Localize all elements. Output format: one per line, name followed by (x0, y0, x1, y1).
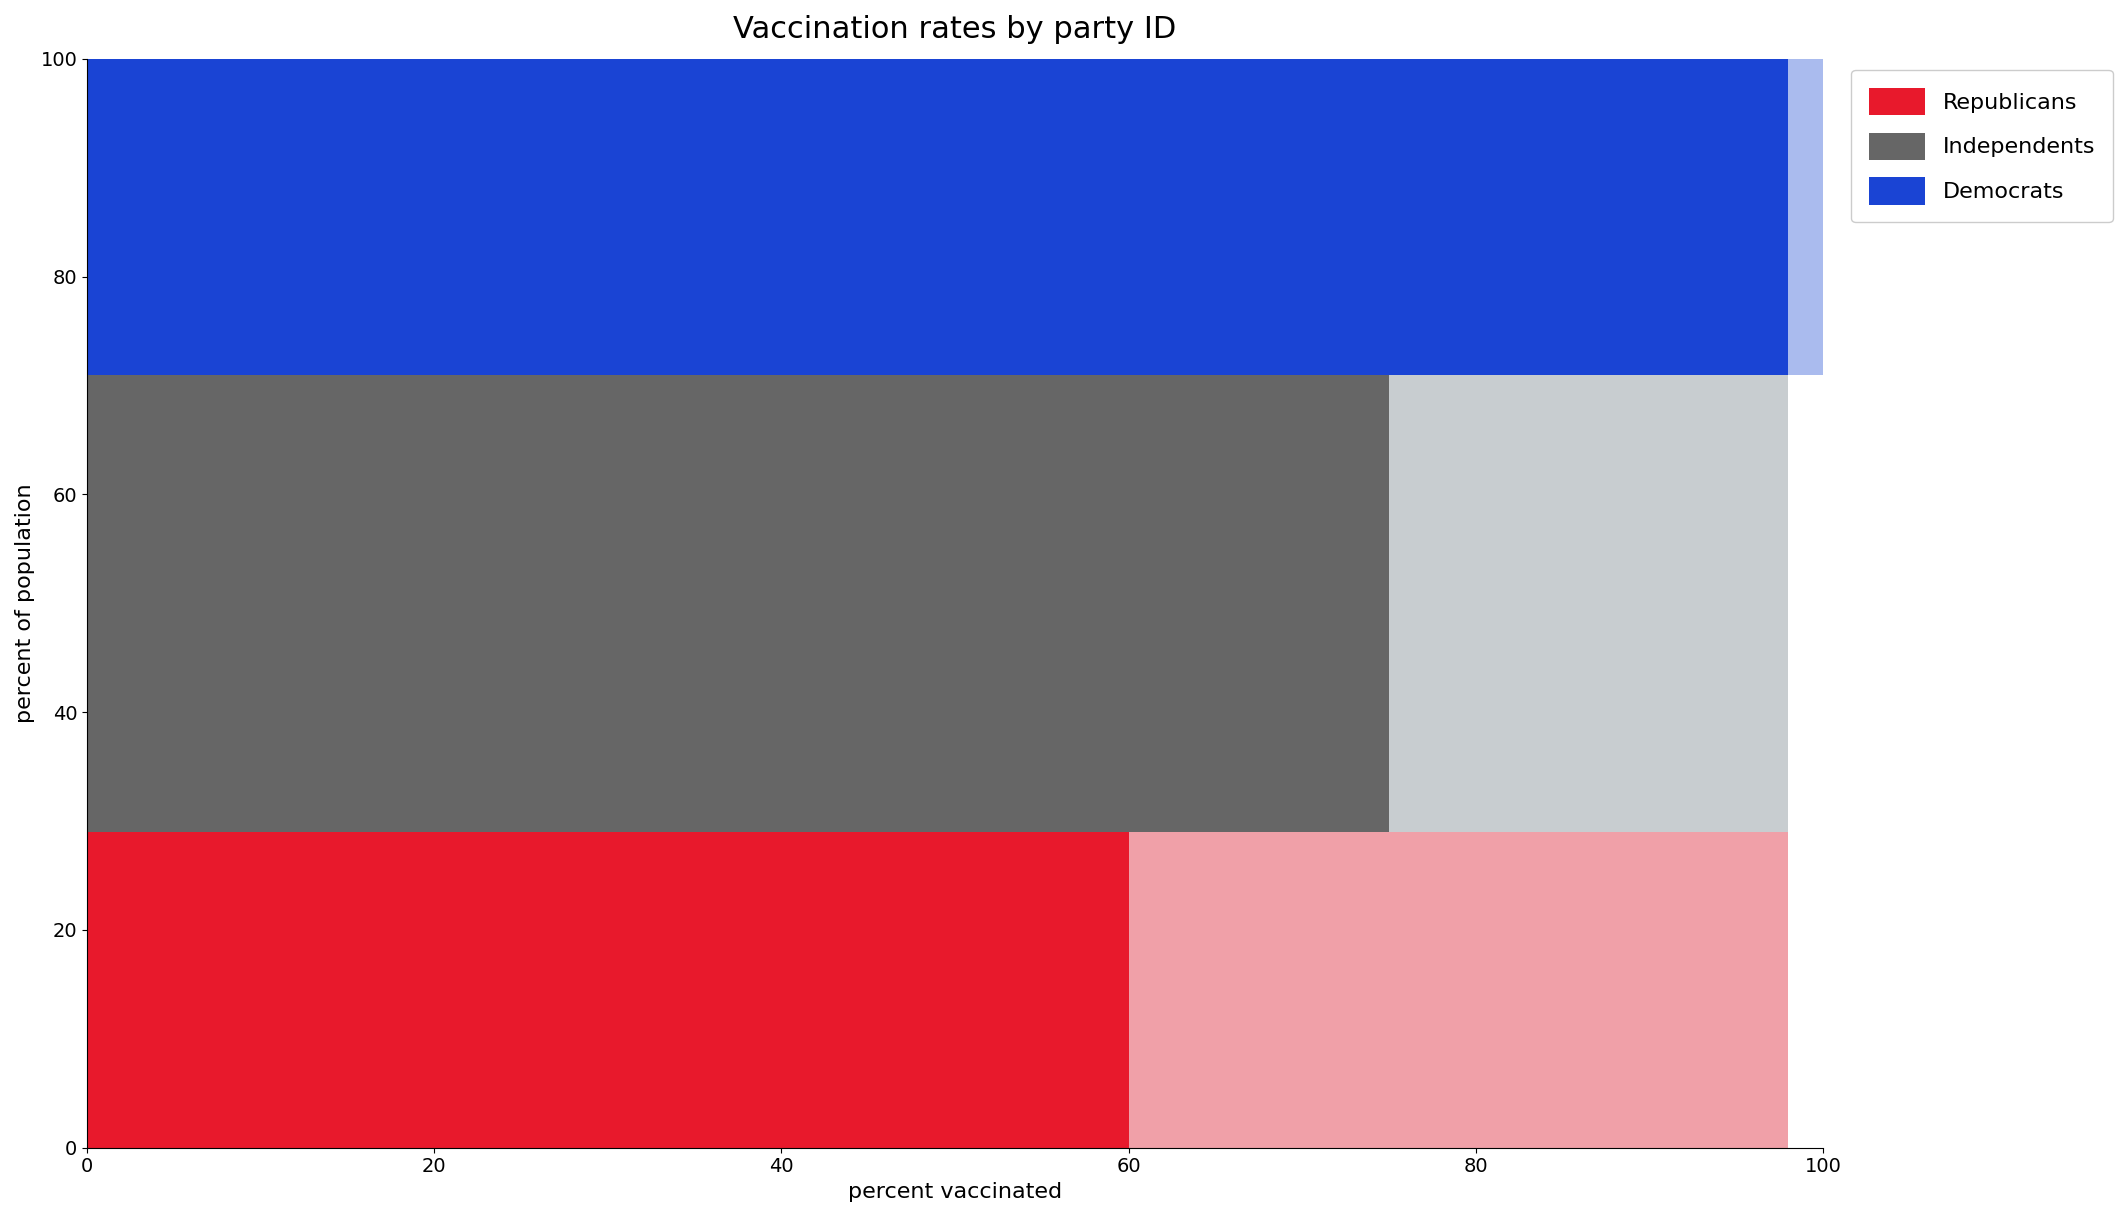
Bar (87, 832, 1129, 1148)
Title: Vaccination rates by party ID: Vaccination rates by party ID (734, 15, 1176, 44)
Bar (87, 58, 1789, 375)
Y-axis label: percent of population: percent of population (15, 483, 34, 723)
Bar (1129, 832, 1789, 1148)
X-axis label: percent vaccinated: percent vaccinated (849, 1182, 1061, 1202)
Bar (1789, 58, 1823, 375)
Bar (1389, 375, 1789, 832)
Bar (87, 375, 1389, 832)
Legend: Republicans, Independents, Democrats: Republicans, Independents, Democrats (1850, 69, 2112, 223)
